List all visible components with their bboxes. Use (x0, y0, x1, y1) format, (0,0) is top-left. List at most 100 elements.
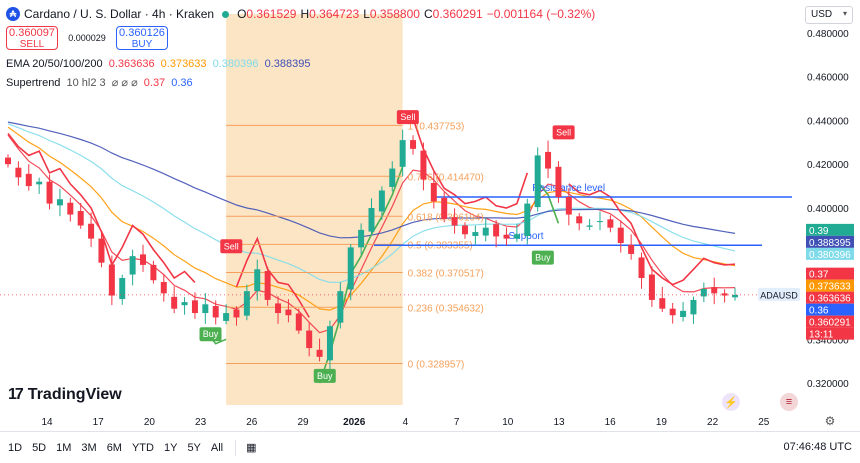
candle-body (430, 183, 437, 202)
ohlc-high-value: 0.364723 (309, 7, 360, 21)
candle-body (648, 274, 655, 300)
sell-button[interactable]: 0.360097 SELL (6, 26, 58, 50)
x-tick-label-8: 7 (454, 417, 460, 428)
candle-body (140, 254, 147, 265)
x-tick-label-12: 19 (656, 417, 668, 428)
candle-body (306, 330, 313, 349)
currency-select[interactable]: USD ▾ (805, 6, 853, 24)
tradingview-mark-icon: 17 (8, 386, 24, 403)
symbol-title[interactable]: Cardano / U. S. Dollar · 4h · Kraken (24, 7, 215, 21)
candle-body (721, 293, 728, 296)
buy-price: 0.360126 (119, 27, 165, 39)
chart-header: ₳ Cardano / U. S. Dollar · 4h · Kraken O… (6, 6, 599, 22)
price-axis-tag-label-2: 0.380396 (809, 250, 851, 261)
supertrend-legend[interactable]: Supertrend 10 hl2 3 ⌀ ⌀ ⌀ 0.37 0.36 (6, 76, 193, 89)
timeframe-1m[interactable]: 1M (56, 441, 72, 454)
brand-name: TradingView (27, 386, 122, 403)
signal-buy-box-4 (531, 250, 554, 265)
us-flag-icon[interactable]: ≡ (780, 393, 798, 411)
price-axis-tag-3 (806, 267, 854, 280)
candle-body (15, 167, 22, 178)
symbol-tag-box (758, 287, 800, 301)
chart-settings-gear-icon[interactable]: ⚙ (824, 414, 836, 428)
ohlc-close-value: 0.360291 (432, 7, 483, 21)
candle-body (617, 227, 624, 243)
buy-button[interactable]: 0.360126 BUY (116, 26, 168, 50)
supertrend-lower-value: 0.36 (171, 77, 193, 89)
candle-body (108, 264, 115, 296)
candle-body (316, 349, 323, 357)
y-tick-label-0: 0.480000 (807, 29, 849, 40)
candle-body (534, 155, 541, 208)
candle-body (25, 173, 32, 187)
timeframe-1d[interactable]: 1D (8, 441, 23, 454)
candle-body (119, 278, 126, 300)
y-tick-label-4: 0.400000 (807, 204, 849, 215)
candle-body (212, 306, 219, 318)
ohlc-open-key: O (237, 7, 247, 21)
x-tick-label-6: 2026 (343, 417, 366, 428)
fib-label-1: 0.786 (0.414470) (408, 172, 484, 183)
utc-clock[interactable]: 07:46:48 UTC (783, 441, 852, 453)
price-axis-tag-label-7: 0.360291 (809, 318, 851, 329)
timeframe-6m[interactable]: 6M (106, 441, 122, 454)
ohlc-low-value: 0.358800 (369, 7, 420, 21)
timeframe-3m[interactable]: 3M (81, 441, 97, 454)
timeframe-1y[interactable]: 1Y (163, 441, 178, 454)
candle-body (555, 166, 562, 198)
candle-body (482, 227, 489, 236)
timeframe-ytd[interactable]: YTD (131, 441, 154, 454)
candle-body (254, 269, 261, 292)
trade-panel: 0.360097 SELL 0.000029 0.360126 BUY (6, 26, 168, 50)
candle-body (378, 190, 385, 212)
candle-body (368, 207, 375, 232)
x-tick-label-10: 13 (553, 417, 565, 428)
tradingview-logo: 17 TradingView (8, 386, 122, 404)
replay-icon[interactable]: ⚡ (722, 393, 740, 411)
ema200-value: 0.388395 (264, 58, 311, 70)
candle-body (337, 291, 344, 323)
candle-body (171, 296, 178, 309)
candle-body (129, 256, 136, 275)
candle-body (233, 309, 240, 318)
candle-body (732, 294, 738, 298)
x-tick-label-13: 22 (707, 417, 719, 428)
candle-body (711, 287, 718, 294)
candle-body (545, 151, 552, 169)
ohlc-low-key: L (363, 7, 370, 21)
candle-body (441, 197, 448, 219)
candle-body (565, 197, 572, 215)
candle-body (389, 168, 396, 187)
ohlc-close-key: C (423, 7, 433, 21)
price-axis-tag-label-5: 0.363636 (809, 294, 851, 305)
ohlc-open-value: 0.361529 (246, 7, 297, 21)
candle-body (275, 303, 282, 314)
candle-body (472, 232, 479, 236)
date-range-calendar-icon[interactable]: ▦ (246, 442, 257, 454)
price-chart[interactable]: 0.480000 0.460000 0.440000 0.420000 0.400000… (0, 0, 860, 431)
x-tick-label-0: 14 (41, 417, 53, 428)
supertrend-na-icons: ⌀ ⌀ ⌀ (111, 77, 138, 89)
ema-legend[interactable]: EMA 20/50/100/200 0.363636 0.373633 0.38… (6, 58, 310, 70)
ema50-value: 0.373633 (160, 58, 207, 70)
x-tick-label-5: 29 (297, 417, 309, 428)
x-tick-label-4: 26 (246, 417, 258, 428)
sell-price: 0.360097 (9, 27, 55, 39)
candle-body (150, 264, 157, 281)
price-axis-tag-label-3: 0.37 (809, 270, 829, 281)
candle-body (46, 181, 53, 204)
price-change: −0.001164 (−0.32%) (486, 7, 596, 21)
fib-label-4: 0.382 (0.370517) (408, 269, 484, 280)
price-axis-tag-label-8: 13:11 (809, 330, 834, 341)
ema-name: EMA 20/50/100/200 (6, 58, 103, 70)
candle-body (410, 140, 417, 149)
candle-body (67, 202, 74, 215)
signal-buy-label-2: Buy (317, 371, 333, 381)
ema100-value: 0.380396 (212, 58, 259, 70)
y-tick-label-2: 0.440000 (807, 116, 849, 127)
price-axis-tag-label-0: 0.39 (809, 226, 829, 237)
timeframe-5y[interactable]: 5Y (187, 441, 201, 454)
timeframe-all[interactable]: All (210, 441, 224, 454)
timeframe-5d[interactable]: 5D (32, 441, 47, 454)
candle-body (191, 300, 198, 314)
